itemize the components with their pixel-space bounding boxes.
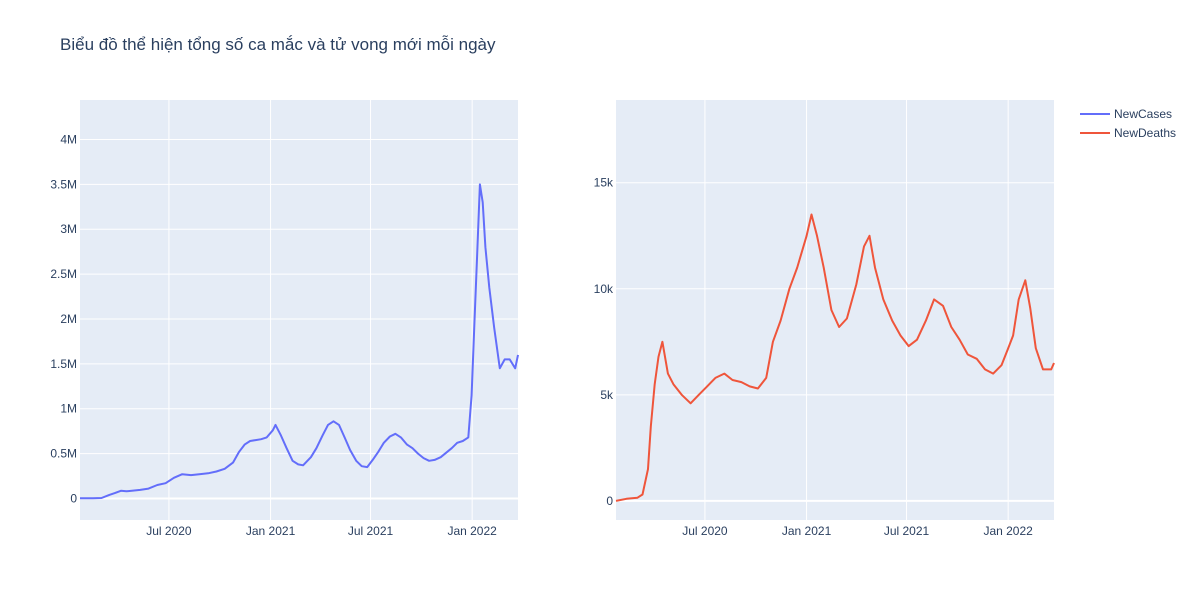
- series-line-newcases[interactable]: [79, 183, 519, 500]
- left-y-tick-label: 2M: [60, 312, 77, 326]
- left-x-tick-label: Jan 2021: [246, 524, 296, 538]
- legend-label-newdeaths: NewDeaths: [1114, 126, 1176, 140]
- right-y-tick-label: 10k: [594, 282, 614, 296]
- left-plot: 0 0.5M 1M 1.5M 2M 2.5M 3M 3.5M 4M Jul 2020 Jan 20…: [50, 100, 519, 538]
- left-plot-background: [80, 100, 518, 520]
- right-plot-background: [616, 100, 1054, 520]
- right-y-tick-label: 0: [606, 494, 613, 508]
- left-x-tick-label: Jan 2022: [447, 524, 497, 538]
- left-y-tick-label: 1M: [60, 402, 77, 416]
- left-y-tick-labels: 0 0.5M 1M 1.5M 2M 2.5M 3M 3.5M 4M: [50, 132, 77, 505]
- right-y-tick-labels: 0 5k 10k 15k: [594, 176, 614, 508]
- left-series-layer: [79, 183, 519, 500]
- right-series-layer: [615, 213, 1055, 502]
- left-y-tick-label: 3M: [60, 222, 77, 236]
- left-y-tick-label: 4M: [60, 132, 77, 146]
- left-y-tick-label: 3.5M: [50, 177, 77, 191]
- left-x-tick-label: Jul 2020: [146, 524, 192, 538]
- right-y-tick-label: 15k: [594, 176, 614, 190]
- left-y-tick-label: 0.5M: [50, 447, 77, 461]
- left-gridlines: [80, 100, 518, 520]
- right-plot: 0 5k 10k 15k Jul 2020 Jan 2021 Jul 2021 Jan 20…: [594, 100, 1055, 538]
- legend[interactable]: NewCases NewDeaths: [1080, 107, 1176, 140]
- series-line-newdeaths[interactable]: [615, 213, 1055, 502]
- chart-title: Biểu đồ thể hiện tổng số ca mắc và tử vo…: [60, 35, 496, 54]
- right-y-tick-label: 5k: [600, 388, 614, 402]
- left-x-tick-label: Jul 2021: [348, 524, 394, 538]
- left-x-tick-labels: Jul 2020 Jan 2021 Jul 2021 Jan 2022: [146, 524, 497, 538]
- left-y-tick-label: 2.5M: [50, 267, 77, 281]
- left-y-tick-label: 1.5M: [50, 357, 77, 371]
- right-x-tick-label: Jan 2022: [983, 524, 1033, 538]
- right-x-tick-label: Jul 2020: [682, 524, 728, 538]
- right-x-tick-labels: Jul 2020 Jan 2021 Jul 2021 Jan 2022: [682, 524, 1033, 538]
- legend-label-newcases: NewCases: [1114, 107, 1172, 121]
- right-x-tick-label: Jan 2021: [782, 524, 832, 538]
- right-x-tick-label: Jul 2021: [884, 524, 930, 538]
- legend-item-newdeaths[interactable]: NewDeaths: [1080, 126, 1176, 140]
- left-y-tick-label: 0: [70, 491, 77, 505]
- legend-item-newcases[interactable]: NewCases: [1080, 107, 1172, 121]
- right-gridlines: [616, 100, 1054, 520]
